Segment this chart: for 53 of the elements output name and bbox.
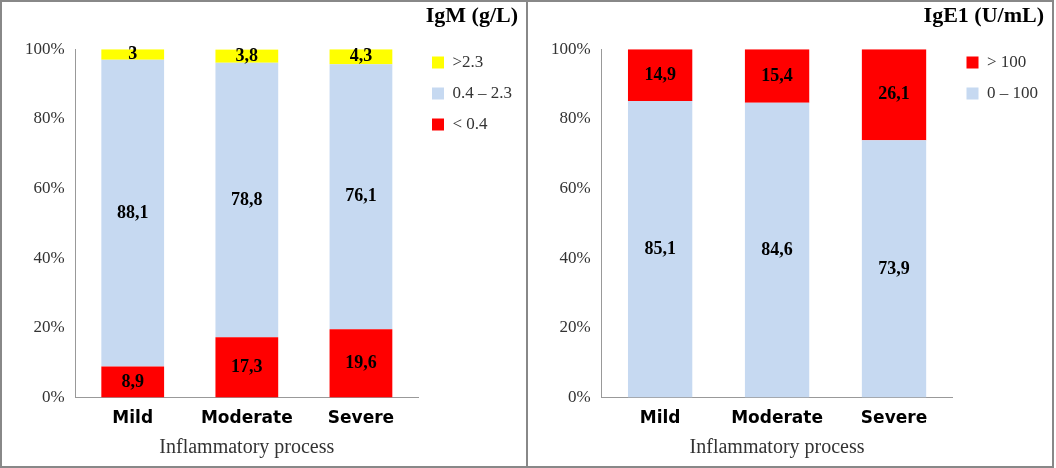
- legend-label: 0.4 – 2.3: [452, 82, 512, 102]
- y-tick-label: 60%: [33, 178, 65, 198]
- data-label: 78,8: [231, 188, 263, 209]
- legend-label: < 0.4: [452, 113, 489, 133]
- x-tick-label: Moderate: [731, 407, 823, 428]
- y-tick-label: 100%: [24, 38, 65, 58]
- data-label: 4,3: [349, 45, 373, 66]
- chart-title: IgE1 (U/mL): [922, 2, 1045, 29]
- x-tick-label: Severe: [327, 407, 395, 428]
- data-label: 85,1: [644, 238, 676, 259]
- x-axis-title: Inflammatory process: [159, 435, 335, 459]
- data-label: 15,4: [761, 64, 793, 85]
- bar: [744, 49, 810, 103]
- x-axis-title: Inflammatory process: [689, 435, 865, 459]
- bar: [329, 64, 393, 330]
- bar: [744, 102, 810, 398]
- y-tick-label: 40%: [33, 247, 65, 267]
- data-label: 14,9: [644, 63, 676, 84]
- bar: [861, 140, 927, 398]
- data-label: 73,9: [878, 257, 910, 278]
- x-tick-label: Mild: [639, 407, 681, 428]
- legend-label: >2.3: [452, 51, 484, 71]
- y-tick-label: 80%: [33, 108, 65, 128]
- data-label: 19,6: [345, 352, 377, 373]
- y-tick-label: 80%: [559, 108, 591, 128]
- text: IgM (g/L): [424, 2, 519, 29]
- bar: [215, 337, 279, 398]
- data-label: 26,1: [878, 83, 910, 104]
- data-label: 76,1: [345, 185, 377, 206]
- bar: [101, 59, 165, 367]
- bar: [627, 49, 693, 102]
- y-tick-label: 0%: [41, 387, 65, 407]
- data-label: 84,6: [761, 238, 793, 259]
- y-tick-label: 0%: [567, 387, 591, 407]
- y-tick-label: 40%: [559, 247, 591, 267]
- y-tick-label: 100%: [550, 38, 591, 58]
- data-label: 17,3: [231, 356, 263, 377]
- data-label: 3,8: [235, 44, 259, 65]
- bar: [627, 101, 693, 398]
- y-tick-label: 20%: [559, 317, 591, 337]
- data-label: 88,1: [116, 201, 149, 222]
- data-label: 3: [128, 43, 138, 64]
- bar: [861, 49, 927, 141]
- legend-label: 0 – 100: [987, 82, 1038, 102]
- y-tick-label: 60%: [559, 178, 591, 198]
- data-label: 8,9: [121, 370, 144, 391]
- y-tick-label: 20%: [33, 317, 65, 337]
- bar: [329, 329, 393, 398]
- x-tick-label: Mild: [112, 407, 154, 428]
- bar: [215, 62, 279, 338]
- x-tick-label: Moderate: [200, 407, 293, 428]
- x-tick-label: Severe: [860, 407, 928, 428]
- legend-label: > 100: [987, 51, 1027, 71]
